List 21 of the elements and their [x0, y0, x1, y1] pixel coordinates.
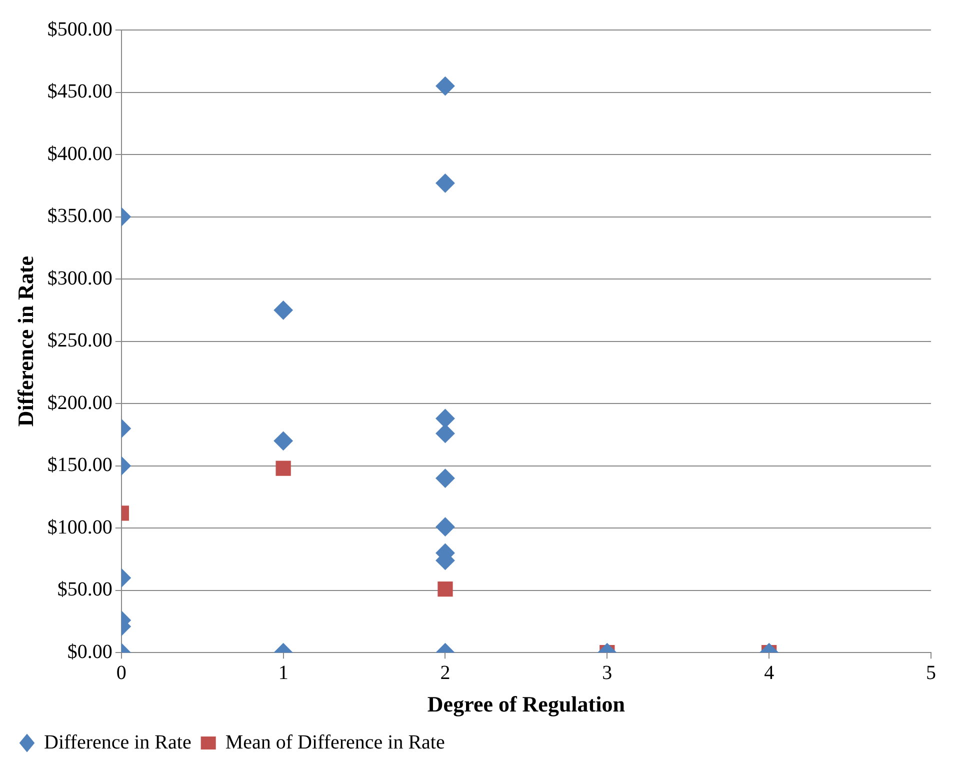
- x-tick-label: 0: [116, 662, 126, 684]
- x-tick-label: 4: [764, 662, 774, 684]
- y-tick-label: $50.00: [57, 578, 112, 601]
- legend-label: Difference in Rate: [44, 731, 192, 754]
- y-tick-label: $100.00: [47, 516, 112, 538]
- x-axis-title: Degree of Regulation: [427, 691, 625, 716]
- y-tick-label: $150.00: [47, 454, 112, 476]
- x-tick-label: 3: [602, 662, 612, 684]
- y-tick-label: $500.00: [47, 18, 112, 40]
- y-tick-label: $250.00: [47, 330, 112, 352]
- y-tick-label: $200.00: [47, 392, 112, 414]
- y-tick-label: $400.00: [47, 142, 112, 165]
- legend-label: Mean of Difference in Rate: [225, 731, 445, 754]
- y-axis-title: Difference in Rate: [12, 256, 38, 427]
- y-tick-label: $0.00: [67, 640, 112, 663]
- y-tick-label: $450.00: [47, 80, 112, 103]
- x-tick-label: 5: [926, 662, 936, 684]
- x-tick-label: 2: [440, 662, 450, 684]
- y-tick-label: $300.00: [47, 267, 112, 290]
- x-tick-label: 1: [278, 662, 288, 684]
- y-tick-label: $350.00: [47, 205, 112, 228]
